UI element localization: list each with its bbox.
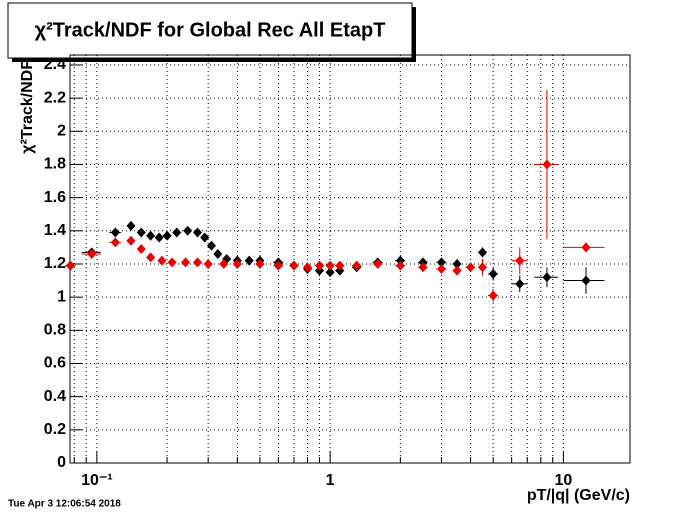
marker bbox=[418, 262, 428, 273]
marker bbox=[154, 232, 164, 243]
title-box bbox=[7, 2, 413, 59]
marker bbox=[157, 255, 167, 266]
marker bbox=[200, 232, 210, 243]
y-tick-label: 1.2 bbox=[44, 255, 66, 272]
marker bbox=[244, 255, 254, 266]
marker bbox=[167, 257, 177, 268]
marker bbox=[452, 258, 462, 269]
marker bbox=[488, 290, 498, 301]
marker bbox=[219, 258, 229, 269]
marker bbox=[436, 263, 446, 274]
x-axis-title: pT/|q| (GeV/c) bbox=[527, 487, 630, 504]
marker bbox=[110, 227, 120, 238]
y-tick-label: 0.2 bbox=[44, 421, 66, 438]
y-tick-label: 2 bbox=[57, 123, 66, 140]
marker bbox=[203, 258, 213, 269]
marker bbox=[352, 260, 362, 271]
marker bbox=[65, 260, 75, 271]
y-tick-label: 1.4 bbox=[44, 222, 66, 239]
chart-title: χ²Track/NDF for Global Rec All EtapT bbox=[35, 19, 386, 41]
marker bbox=[289, 260, 299, 271]
marker bbox=[181, 257, 191, 268]
marker bbox=[325, 267, 335, 278]
x-tick-label: 1 bbox=[326, 472, 335, 489]
y-tick-label: 1.6 bbox=[44, 189, 66, 206]
marker bbox=[436, 257, 446, 268]
y-tick-label: 2.2 bbox=[44, 89, 66, 106]
y-tick-label: 1.8 bbox=[44, 156, 66, 173]
marker bbox=[395, 260, 405, 271]
marker bbox=[126, 235, 136, 246]
marker bbox=[255, 258, 265, 269]
marker bbox=[192, 257, 202, 268]
marker bbox=[515, 278, 525, 289]
marker bbox=[136, 227, 146, 238]
marker bbox=[213, 249, 223, 260]
y-tick-label: 0.6 bbox=[44, 355, 66, 372]
marker bbox=[172, 227, 182, 238]
marker bbox=[373, 258, 383, 269]
marker bbox=[110, 237, 120, 248]
marker bbox=[488, 268, 498, 279]
marker bbox=[477, 262, 487, 273]
marker bbox=[136, 244, 146, 255]
timestamp: Tue Apr 3 12:06:54 2018 bbox=[8, 499, 121, 510]
marker bbox=[146, 252, 156, 263]
marker bbox=[325, 260, 335, 271]
marker bbox=[581, 242, 591, 253]
marker bbox=[206, 240, 216, 251]
x-tick-label: 10 bbox=[554, 472, 572, 489]
marker bbox=[303, 262, 313, 273]
marker bbox=[515, 255, 525, 266]
y-tick-label: 0 bbox=[57, 454, 66, 471]
marker bbox=[273, 260, 283, 271]
marker bbox=[466, 262, 476, 273]
marker bbox=[542, 272, 552, 283]
marker bbox=[162, 230, 172, 241]
marker bbox=[314, 260, 324, 271]
marker bbox=[477, 247, 487, 258]
x-tick-label: 10⁻¹ bbox=[81, 472, 113, 489]
marker bbox=[126, 220, 136, 231]
marker bbox=[232, 258, 242, 269]
y-tick-label: 2.4 bbox=[44, 56, 66, 73]
marker bbox=[192, 227, 202, 238]
marker bbox=[183, 225, 193, 236]
y-tick-label: 0.4 bbox=[44, 388, 66, 405]
marker bbox=[581, 275, 591, 286]
y-axis-title: χ²Track/NDF bbox=[19, 60, 36, 154]
marker bbox=[87, 249, 97, 260]
y-tick-label: 0.8 bbox=[44, 322, 66, 339]
marker bbox=[452, 265, 462, 276]
y-tick-label: 1 bbox=[57, 288, 66, 305]
marker bbox=[335, 260, 345, 271]
marker bbox=[146, 230, 156, 241]
marker bbox=[542, 159, 552, 170]
